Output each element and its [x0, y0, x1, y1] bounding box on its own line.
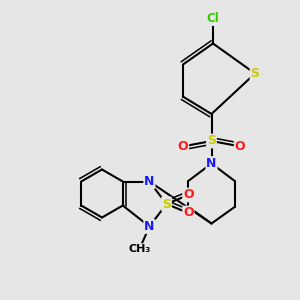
- Text: N: N: [144, 220, 154, 233]
- Text: S: S: [250, 67, 260, 80]
- Text: S: S: [207, 134, 216, 148]
- Text: O: O: [183, 188, 194, 202]
- Text: O: O: [183, 206, 194, 220]
- Text: O: O: [235, 140, 245, 153]
- Text: N: N: [144, 175, 154, 188]
- Text: S: S: [162, 197, 171, 211]
- Text: O: O: [178, 140, 188, 153]
- Text: N: N: [206, 157, 217, 170]
- Text: Cl: Cl: [207, 12, 219, 25]
- Text: CH₃: CH₃: [128, 244, 151, 254]
